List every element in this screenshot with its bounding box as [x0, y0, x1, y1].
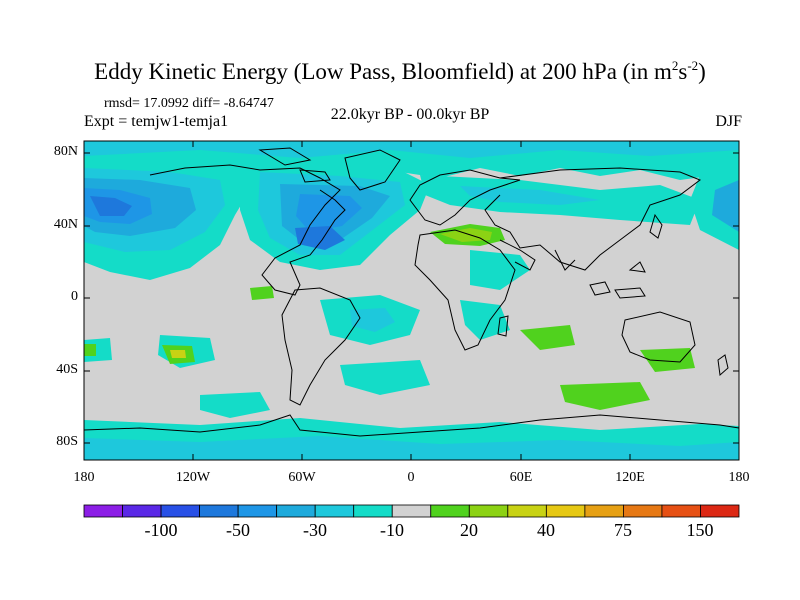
colorbar-label: 150: [686, 520, 714, 540]
coastline-north-america: [149, 164, 346, 296]
coastline-asia: [484, 167, 702, 271]
map-plot-area: [84, 141, 739, 460]
contour-tatlantic-core: [350, 308, 395, 332]
lon-label-120e: 120E: [615, 470, 645, 485]
title-end: ): [698, 59, 706, 84]
colorbar-label: -10: [380, 520, 404, 540]
colorbar-swatch: [83, 504, 123, 518]
contour-africa-band: [470, 250, 530, 290]
contour-spacific-strong: [170, 350, 186, 358]
coastline-new-zealand: [717, 354, 729, 376]
colorbar-swatch: [661, 504, 701, 518]
colorbar-swatch: [623, 504, 663, 518]
colorbar-swatch: [507, 504, 547, 518]
colorbar-label: -30: [303, 520, 327, 540]
colorbar-swatch: [160, 504, 200, 518]
lat-label-40s: 40S: [56, 362, 78, 377]
coastline-arctic-islands: [258, 147, 331, 183]
title-sup-1: 2: [671, 58, 679, 73]
contour-fill-layer: [84, 141, 739, 460]
colorbar-swatch: [468, 504, 509, 518]
contour-antarctic-core: [84, 436, 739, 460]
colorbar-swatch: [700, 504, 740, 518]
colorbar-swatch: [430, 504, 470, 518]
coastline-greenland: [344, 149, 401, 191]
colorbar-swatch: [122, 504, 162, 518]
lon-label-180e: 180: [728, 470, 750, 485]
contour-med-strong: [440, 228, 492, 242]
colorbar-swatch: [237, 504, 278, 518]
colorbar-swatch: [276, 504, 316, 518]
coastline-south-america: [281, 287, 361, 406]
coastlines: [84, 147, 739, 437]
lon-label-120w: 120W: [175, 470, 211, 485]
map-ticks: [84, 141, 739, 460]
title-main: Eddy Kinetic Energy (Low Pass, Bloomfiel…: [94, 59, 672, 84]
lon-label-0: 0: [407, 470, 415, 485]
colorbar-swatch: [314, 504, 355, 518]
coastline-madagascar: [497, 315, 509, 337]
lat-label-0: 0: [71, 289, 78, 304]
chart-title: Eddy Kinetic Energy (Low Pass, Bloomfiel…: [0, 58, 800, 85]
contour-npacific-max: [90, 196, 132, 216]
stats-text: rmsd= 17.0992 diff= -8.64747: [104, 96, 274, 111]
coastline-se-asia-islands: [589, 261, 646, 299]
colorbar-label: 20: [460, 520, 478, 540]
coastline-arabia-india: [499, 239, 576, 271]
lon-label-60e: 60E: [509, 470, 533, 485]
colorbar-label: 75: [614, 520, 632, 540]
lon-label-60w: 60W: [288, 470, 316, 485]
title-sup-2: -2: [687, 58, 699, 73]
title-mid: s: [678, 59, 688, 84]
colorbar-label: -100: [144, 520, 178, 540]
lat-label-80n: 80N: [53, 144, 78, 159]
colorbar-swatch: [584, 504, 624, 518]
contour-sindian: [520, 325, 575, 350]
coastline-africa: [414, 229, 516, 351]
contour-arctic-inner: [84, 141, 739, 158]
contour-soceanic: [560, 382, 650, 410]
coastline-japan: [649, 213, 663, 239]
colorbar-label: -50: [226, 520, 250, 540]
lat-label-40n: 40N: [53, 217, 78, 232]
period-label: 22.0kyr BP - 00.0kyr BP: [330, 106, 490, 123]
coastline-australia: [621, 311, 696, 363]
colorbar-swatch: [353, 504, 393, 518]
colorbar-swatch: [391, 504, 432, 518]
colorbar: [83, 504, 740, 518]
experiment-label: Expt = temjw1-temja1: [84, 113, 229, 130]
contour-wpacific-pos: [84, 344, 96, 356]
contour-saus: [640, 348, 695, 372]
lon-label-180w: 180: [73, 470, 95, 485]
coastline-europe: [409, 169, 521, 226]
contour-epacific-core: [712, 180, 739, 232]
coastline-antarctica: [84, 414, 739, 437]
contour-equator-pos: [250, 286, 274, 300]
colorbar-swatch: [545, 504, 586, 518]
contour-epac-south: [200, 392, 270, 418]
contour-natlantic-deep: [296, 194, 362, 232]
lat-label-80s: 80S: [56, 434, 78, 449]
colorbar-swatch: [199, 504, 239, 518]
season-label: DJF: [715, 113, 742, 130]
contour-natlantic-max: [295, 226, 345, 250]
contour-satlantic-s: [340, 360, 430, 395]
colorbar-label: 40: [537, 520, 555, 540]
